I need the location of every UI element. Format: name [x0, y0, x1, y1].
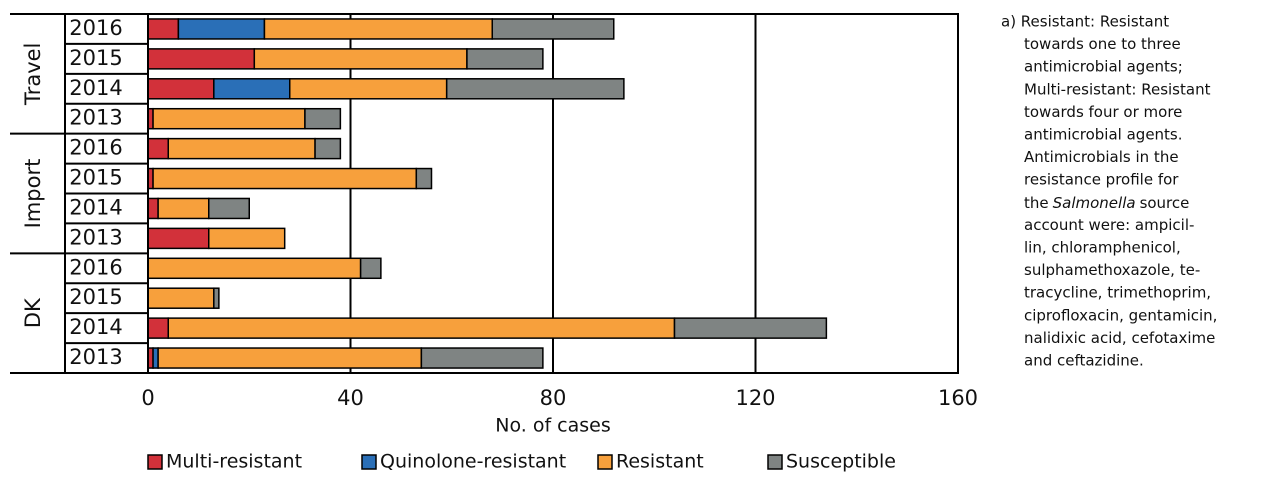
bar-segment: [157, 197, 210, 220]
note-line: Antimicrobials in the: [1024, 148, 1179, 166]
note-line: antimicrobial agents.: [1024, 126, 1183, 144]
bar-segment: [673, 317, 828, 339]
bar-segment: [289, 78, 448, 100]
note-line: nalidixic acid, cefotaxime: [1024, 329, 1215, 347]
legend-label: Quinolone-resistant: [380, 451, 566, 473]
x-tick-label: 40: [337, 386, 364, 410]
note-text: the: [1024, 193, 1049, 211]
y-tick-label: 2014: [69, 315, 122, 339]
note-line: account were: ampicil-: [1024, 216, 1194, 234]
bar-segment: [147, 257, 362, 280]
note-line: sulphamethoxazole, te-: [1024, 261, 1200, 279]
bar-segment: [157, 347, 423, 369]
note-line: towards four or more: [1024, 103, 1182, 121]
bar-segment: [147, 197, 159, 220]
note-line: tracycline, trimethoprim,: [1024, 284, 1211, 302]
bar-segment: [208, 227, 286, 250]
y-tick-label: 2016: [69, 136, 122, 160]
legend-label: Susceptible: [786, 451, 896, 473]
bar-segment: [415, 167, 433, 190]
bar-segment: [147, 317, 169, 339]
x-axis-title: No. of cases: [495, 415, 611, 437]
y-tick-label: 2016: [69, 255, 122, 279]
bar-segment: [314, 137, 342, 160]
note-line: a) Resistant: Resistant: [1001, 13, 1169, 31]
y-tick-label: 2013: [69, 345, 122, 369]
note-line: and ceftazidine.: [1024, 352, 1144, 370]
bar-segment: [152, 167, 418, 190]
y-tick-label: 2016: [69, 16, 122, 40]
group-label: Travel: [21, 43, 45, 106]
y-tick-label: 2015: [69, 285, 122, 309]
x-tick-label: 80: [540, 386, 567, 410]
bar-segment: [491, 18, 615, 40]
note-line: the Salmonella source: [1024, 193, 1189, 211]
legend-swatch: [147, 454, 163, 470]
bar-segment: [253, 48, 468, 70]
bar-segment: [359, 257, 382, 280]
note-line: Multi-resistant: Resistant: [1024, 80, 1211, 98]
bar-segment: [152, 347, 159, 369]
bar-segment: [147, 78, 215, 100]
group-label: DK: [21, 297, 45, 328]
bar-segment: [304, 107, 342, 130]
bar-segment: [167, 137, 316, 160]
bar-segment: [466, 48, 544, 70]
bar-segment: [147, 287, 215, 309]
bar-segment: [167, 317, 676, 339]
bar-segment: [177, 18, 266, 40]
bar-segment: [263, 18, 493, 40]
bar-segment: [445, 78, 625, 100]
bar-segment: [147, 18, 180, 40]
note-text: source: [1140, 193, 1190, 211]
note-line: ciprofloxacin, gentamicin,: [1024, 306, 1217, 324]
note-line: resistance profile for: [1024, 171, 1179, 189]
note-text: Salmonella: [1053, 193, 1136, 211]
bar-segment: [147, 137, 169, 160]
bar-segment: [213, 287, 220, 309]
bar-segment: [147, 227, 210, 250]
y-tick-label: 2015: [69, 166, 122, 190]
note-line: lin, chloramphenicol,: [1024, 239, 1181, 257]
bar-segment: [213, 78, 291, 100]
x-tick-label: 120: [735, 386, 775, 410]
x-tick-label: 160: [938, 386, 978, 410]
y-tick-label: 2013: [69, 225, 122, 249]
legend-label: Resistant: [616, 451, 704, 473]
bar-segment: [147, 48, 256, 70]
note-line: towards one to three: [1024, 35, 1181, 53]
legend-swatch: [597, 454, 613, 470]
note-line: antimicrobial agents;: [1024, 58, 1183, 76]
bar-segment: [420, 347, 544, 369]
legend-swatch: [361, 454, 377, 470]
legend-swatch: [767, 454, 783, 470]
bar-segment: [208, 197, 250, 220]
bar-segment: [152, 107, 306, 130]
group-label: Import: [21, 159, 45, 229]
y-tick-label: 2015: [69, 46, 122, 70]
y-tick-label: 2013: [69, 106, 122, 130]
y-tick-label: 2014: [69, 195, 122, 219]
x-tick-label: 0: [141, 386, 154, 410]
y-tick-label: 2014: [69, 76, 122, 100]
legend-label: Multi-resistant: [166, 451, 302, 473]
